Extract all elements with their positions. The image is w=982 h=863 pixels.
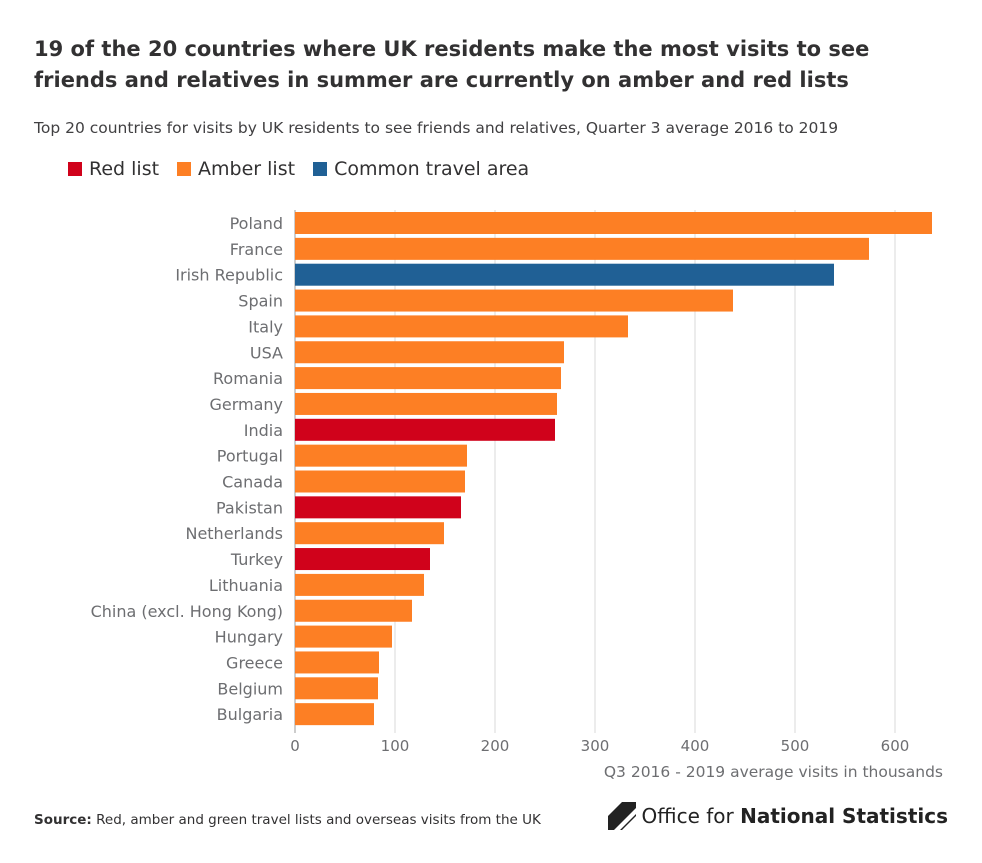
- category-label-romania: Romania: [213, 369, 283, 388]
- legend-label-cta: Common travel area: [334, 158, 530, 180]
- bar-france: [295, 237, 869, 260]
- category-label-lithuania: Lithuania: [209, 576, 283, 595]
- ons-bold: National Statistics: [740, 804, 948, 828]
- chart-title: 19 of the 20 countries where UK resident…: [34, 37, 870, 92]
- bar-belgium: [295, 677, 378, 700]
- legend-item-cta[interactable]: Common travel area: [313, 158, 529, 180]
- source-text: Red, amber and green travel lists and ov…: [91, 812, 541, 828]
- category-label-india: India: [244, 421, 283, 440]
- bar-spain: [295, 289, 733, 312]
- x-tick-label-200: 200: [481, 737, 510, 755]
- chart-subtitle: Top 20 countries for visits by UK reside…: [34, 119, 839, 137]
- bar-lithuania: [295, 573, 424, 596]
- bar-india: [295, 418, 555, 441]
- category-label-italy: Italy: [248, 317, 283, 336]
- legend-label-red: Red list: [89, 158, 160, 180]
- category-label-hungary: Hungary: [215, 628, 283, 647]
- category-label-china-excl-hong-kong: China (excl. Hong Kong): [91, 602, 283, 621]
- category-label-turkey: Turkey: [230, 550, 283, 569]
- bar-irish-republic: [295, 263, 834, 286]
- category-label-spain: Spain: [238, 292, 283, 311]
- x-axis-title: Q3 2016 - 2019 average visits in thousan…: [604, 763, 943, 781]
- bar-usa: [295, 341, 564, 364]
- bar-turkey: [295, 548, 430, 571]
- bar-canada: [295, 470, 465, 493]
- bar-pakistan: [295, 496, 461, 519]
- source-label: Source:: [34, 812, 92, 828]
- category-label-greece: Greece: [226, 653, 283, 672]
- ons-wordmark: Office for National Statistics: [642, 804, 949, 828]
- category-label-belgium: Belgium: [217, 679, 283, 698]
- legend-swatch-cta: [313, 162, 328, 176]
- legend-swatch-amber: [177, 162, 192, 176]
- bar-bulgaria: [295, 703, 374, 726]
- bar-germany: [295, 392, 557, 415]
- category-label-germany: Germany: [209, 395, 283, 414]
- category-label-bulgaria: Bulgaria: [217, 705, 283, 724]
- bar-greece: [295, 651, 379, 674]
- bar-poland: [295, 212, 932, 234]
- ons-logo[interactable]: Office for National Statistics: [607, 802, 949, 830]
- x-tick-label-0: 0: [290, 737, 300, 755]
- ons-logo-icon: [607, 802, 636, 830]
- x-tick-label-500: 500: [781, 737, 810, 755]
- category-label-france: France: [230, 240, 283, 259]
- ons-prefix: Office for: [641, 804, 741, 828]
- category-label-usa: USA: [250, 343, 283, 362]
- bar-italy: [295, 315, 628, 338]
- legend: Red list Amber list Common travel area: [68, 158, 547, 180]
- category-label-canada: Canada: [222, 473, 283, 492]
- bar-chart: 0 100 200 300 400 500 600 Poland France Irish Rep…: [91, 210, 943, 781]
- x-tick-label-300: 300: [581, 737, 610, 755]
- bar-hungary: [295, 625, 392, 648]
- source-note: Source: Red, amber and green travel list…: [34, 812, 541, 828]
- x-tick-label-600: 600: [881, 737, 910, 755]
- legend-swatch-red: [68, 162, 82, 176]
- legend-item-red[interactable]: Red list: [68, 158, 159, 180]
- category-label-portugal: Portugal: [217, 447, 283, 466]
- category-label-netherlands: Netherlands: [185, 524, 283, 543]
- legend-label-amber: Amber list: [198, 158, 296, 180]
- category-label-irish-republic: Irish Republic: [175, 266, 283, 285]
- bar-netherlands: [295, 522, 444, 545]
- bar-china-excl-hong-kong: [295, 599, 412, 622]
- bar-romania: [295, 367, 561, 390]
- category-label-poland: Poland: [230, 214, 283, 233]
- legend-item-amber[interactable]: Amber list: [177, 158, 295, 180]
- x-tick-label-100: 100: [381, 737, 410, 755]
- x-tick-label-400: 400: [681, 737, 710, 755]
- bar-portugal: [295, 444, 467, 467]
- category-label-pakistan: Pakistan: [216, 498, 283, 517]
